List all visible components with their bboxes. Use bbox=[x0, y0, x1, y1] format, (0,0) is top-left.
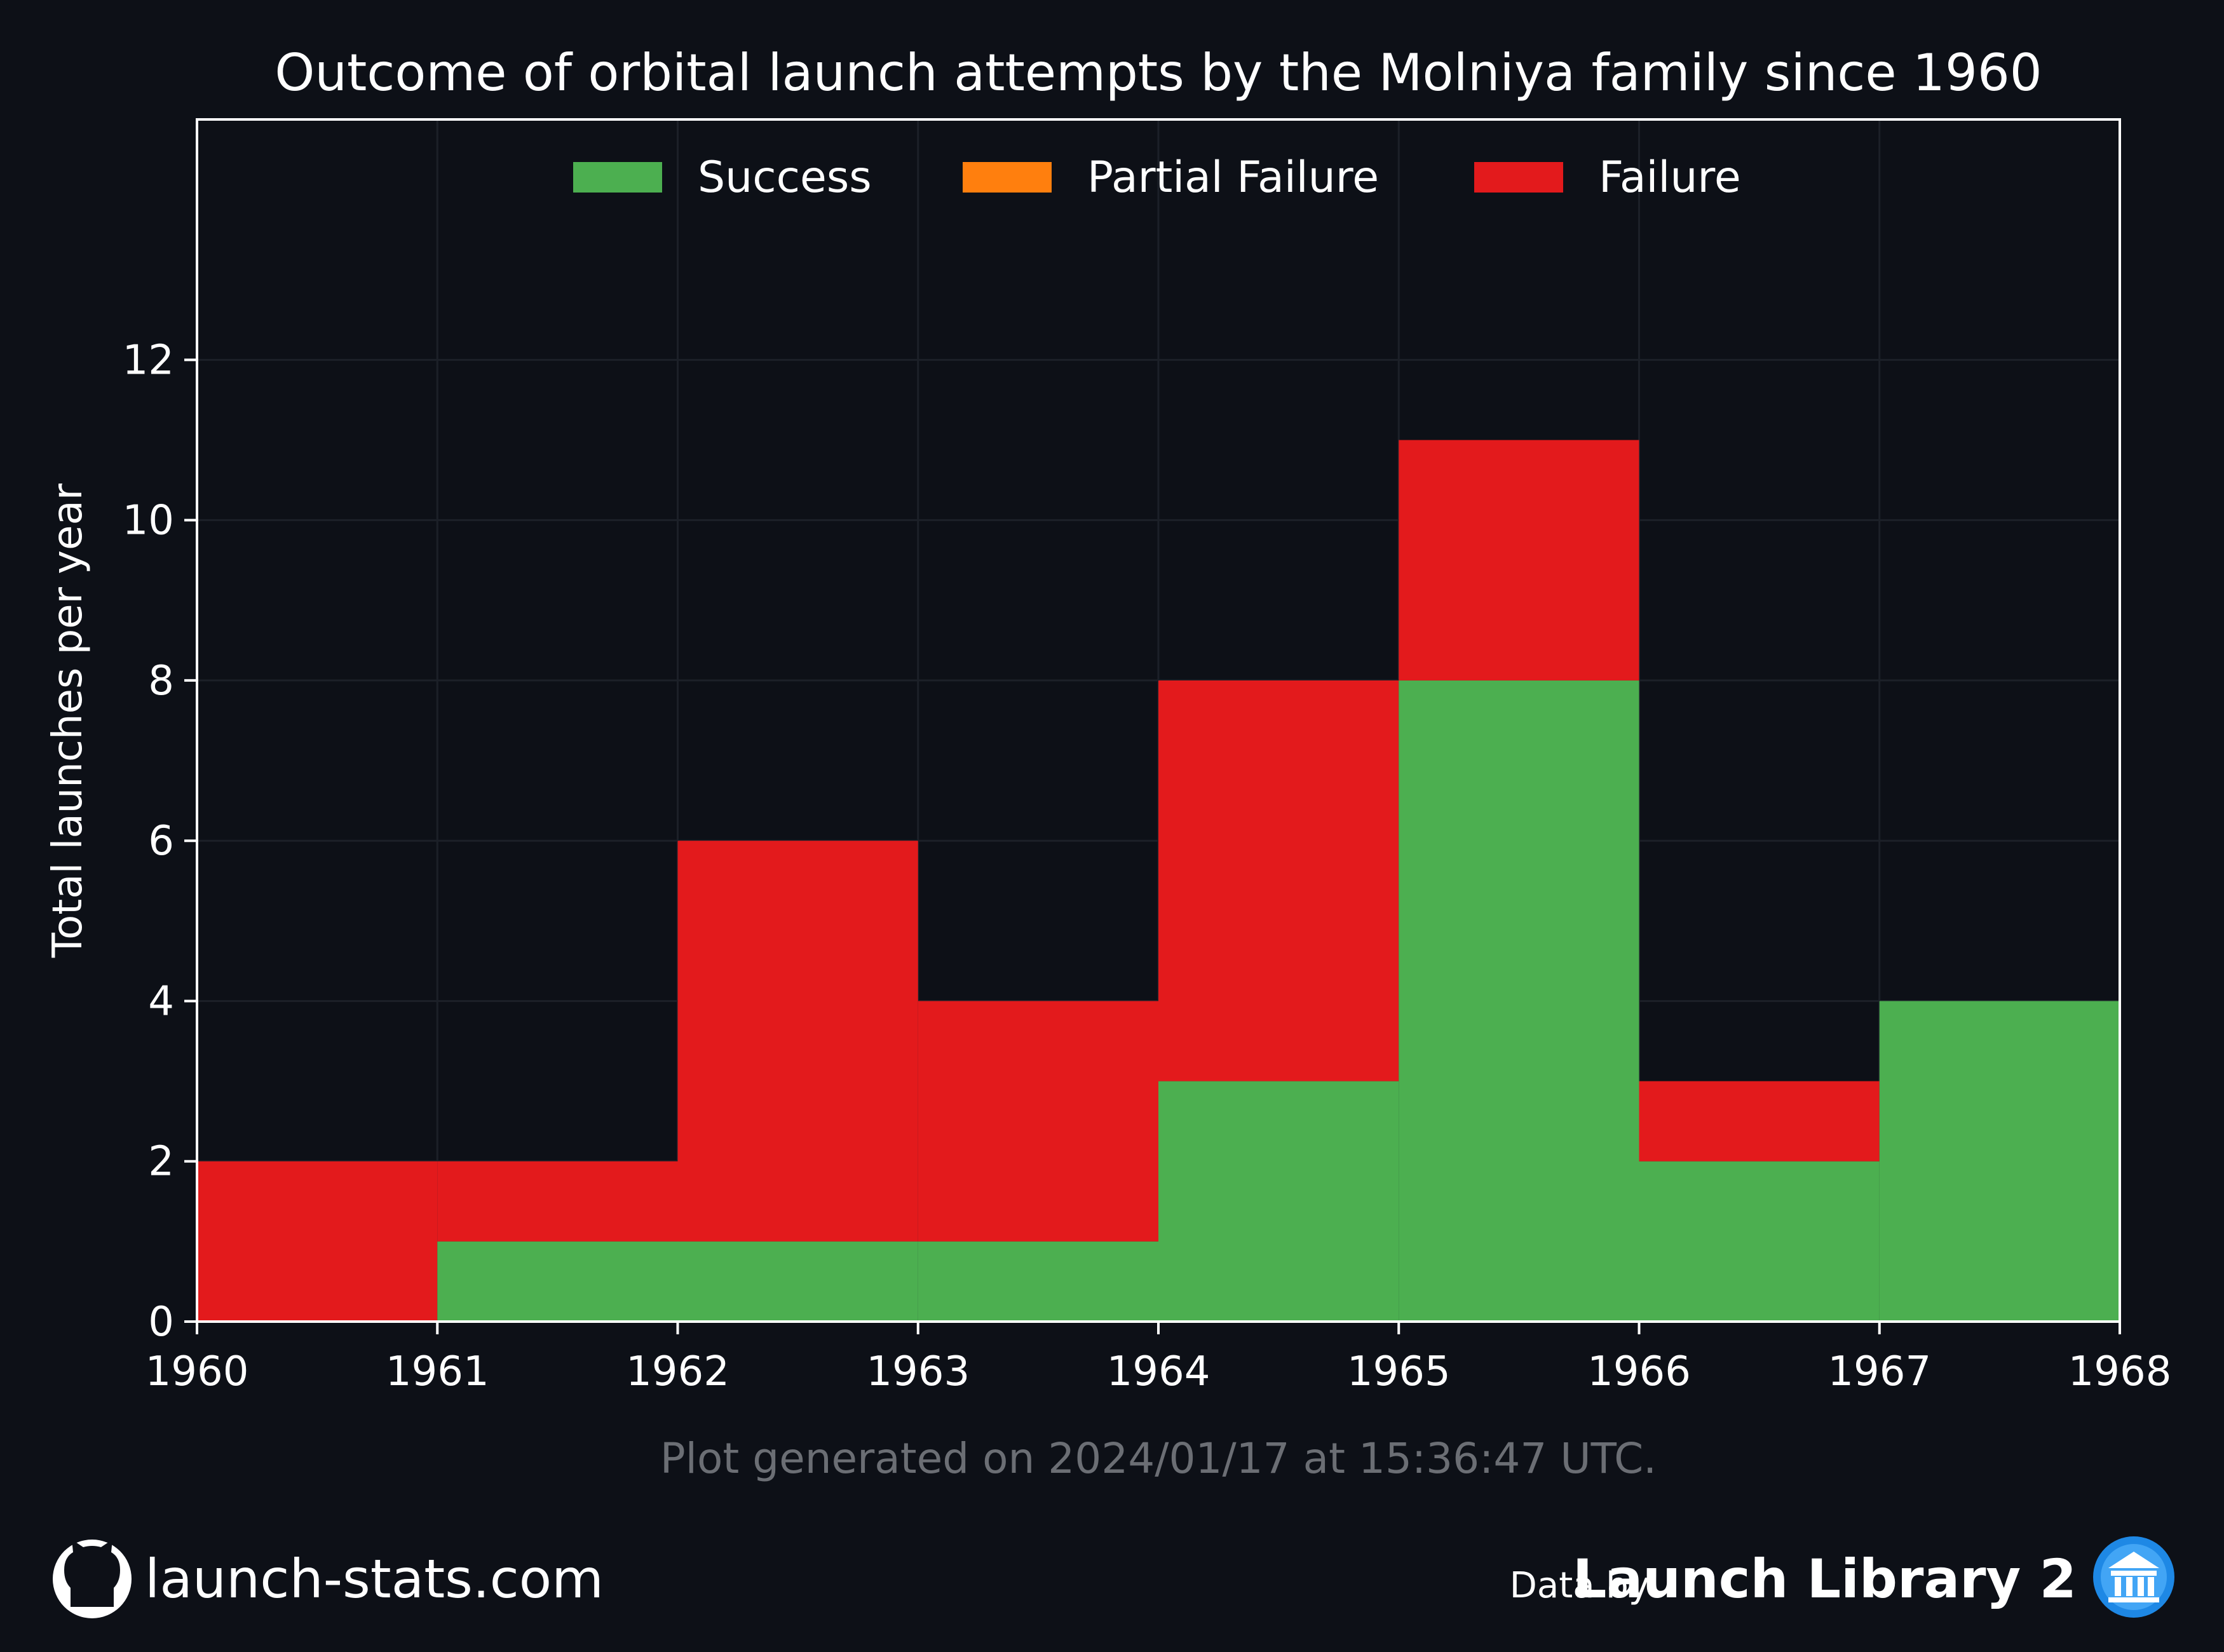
bar-failure-1960 bbox=[197, 1161, 438, 1322]
bars bbox=[197, 440, 2120, 1322]
x-tick-label: 1961 bbox=[386, 1348, 489, 1395]
launch-library-logo-icon bbox=[2093, 1536, 2174, 1618]
y-tick-label: 8 bbox=[148, 658, 174, 705]
generated-note: Plot generated on 2024/01/17 at 15:36:47… bbox=[660, 1434, 1657, 1483]
bar-failure-1965 bbox=[1399, 440, 1639, 680]
site-link[interactable]: launch-stats.com bbox=[145, 1548, 604, 1610]
y-tick-label: 12 bbox=[123, 337, 174, 384]
bar-failure-1966 bbox=[1639, 1081, 1880, 1161]
y-tick-label: 6 bbox=[148, 818, 174, 865]
y-axis-label: Total launches per year bbox=[44, 483, 92, 958]
x-tick-label: 1962 bbox=[626, 1348, 729, 1395]
legend-swatch-partial-failure bbox=[963, 162, 1052, 193]
legend: Success Partial Failure Failure bbox=[573, 152, 1741, 203]
legend-swatch-success bbox=[573, 162, 662, 193]
launch-library-link[interactable]: Launch Library 2 bbox=[1573, 1548, 2077, 1610]
bar-failure-1963 bbox=[918, 1001, 1158, 1242]
bar-success-1962 bbox=[677, 1241, 918, 1322]
bar-success-1966 bbox=[1639, 1161, 1880, 1322]
bar-success-1964 bbox=[1158, 1081, 1399, 1322]
y-tick-label: 0 bbox=[148, 1299, 174, 1346]
legend-label: Failure bbox=[1599, 152, 1741, 203]
chart-title: Outcome of orbital launch attempts by th… bbox=[275, 43, 2042, 102]
legend-label: Partial Failure bbox=[1087, 152, 1379, 203]
data-by-label: Data by bbox=[1510, 1565, 1650, 1606]
y-tick-label: 2 bbox=[148, 1139, 174, 1186]
bar-success-1961 bbox=[437, 1241, 678, 1322]
x-tick-label: 1967 bbox=[1827, 1348, 1931, 1395]
x-tick-label: 1965 bbox=[1347, 1348, 1451, 1395]
x-tick-label: 1964 bbox=[1107, 1348, 1210, 1395]
x-axis: 1960 1961 1962 1963 1964 1965 1966 1967 1968 bbox=[146, 1322, 2172, 1395]
bar-failure-1962 bbox=[677, 841, 918, 1242]
x-tick-label: 1960 bbox=[146, 1348, 249, 1395]
github-icon[interactable] bbox=[53, 1540, 132, 1618]
legend-label: Success bbox=[698, 152, 872, 203]
bar-failure-1964 bbox=[1158, 680, 1399, 1081]
x-tick-label: 1968 bbox=[2068, 1348, 2172, 1395]
bar-success-1965 bbox=[1399, 680, 1639, 1322]
x-tick-label: 1963 bbox=[866, 1348, 970, 1395]
legend-swatch-failure bbox=[1474, 162, 1563, 193]
y-tick-label: 10 bbox=[123, 498, 174, 545]
y-axis: 0 2 4 6 8 10 12 bbox=[123, 337, 197, 1346]
bar-success-1963 bbox=[918, 1241, 1158, 1322]
x-tick-label: 1966 bbox=[1587, 1348, 1691, 1395]
bar-success-1967 bbox=[1879, 1001, 2120, 1322]
bar-failure-1961 bbox=[437, 1161, 678, 1242]
y-tick-label: 4 bbox=[148, 978, 174, 1025]
